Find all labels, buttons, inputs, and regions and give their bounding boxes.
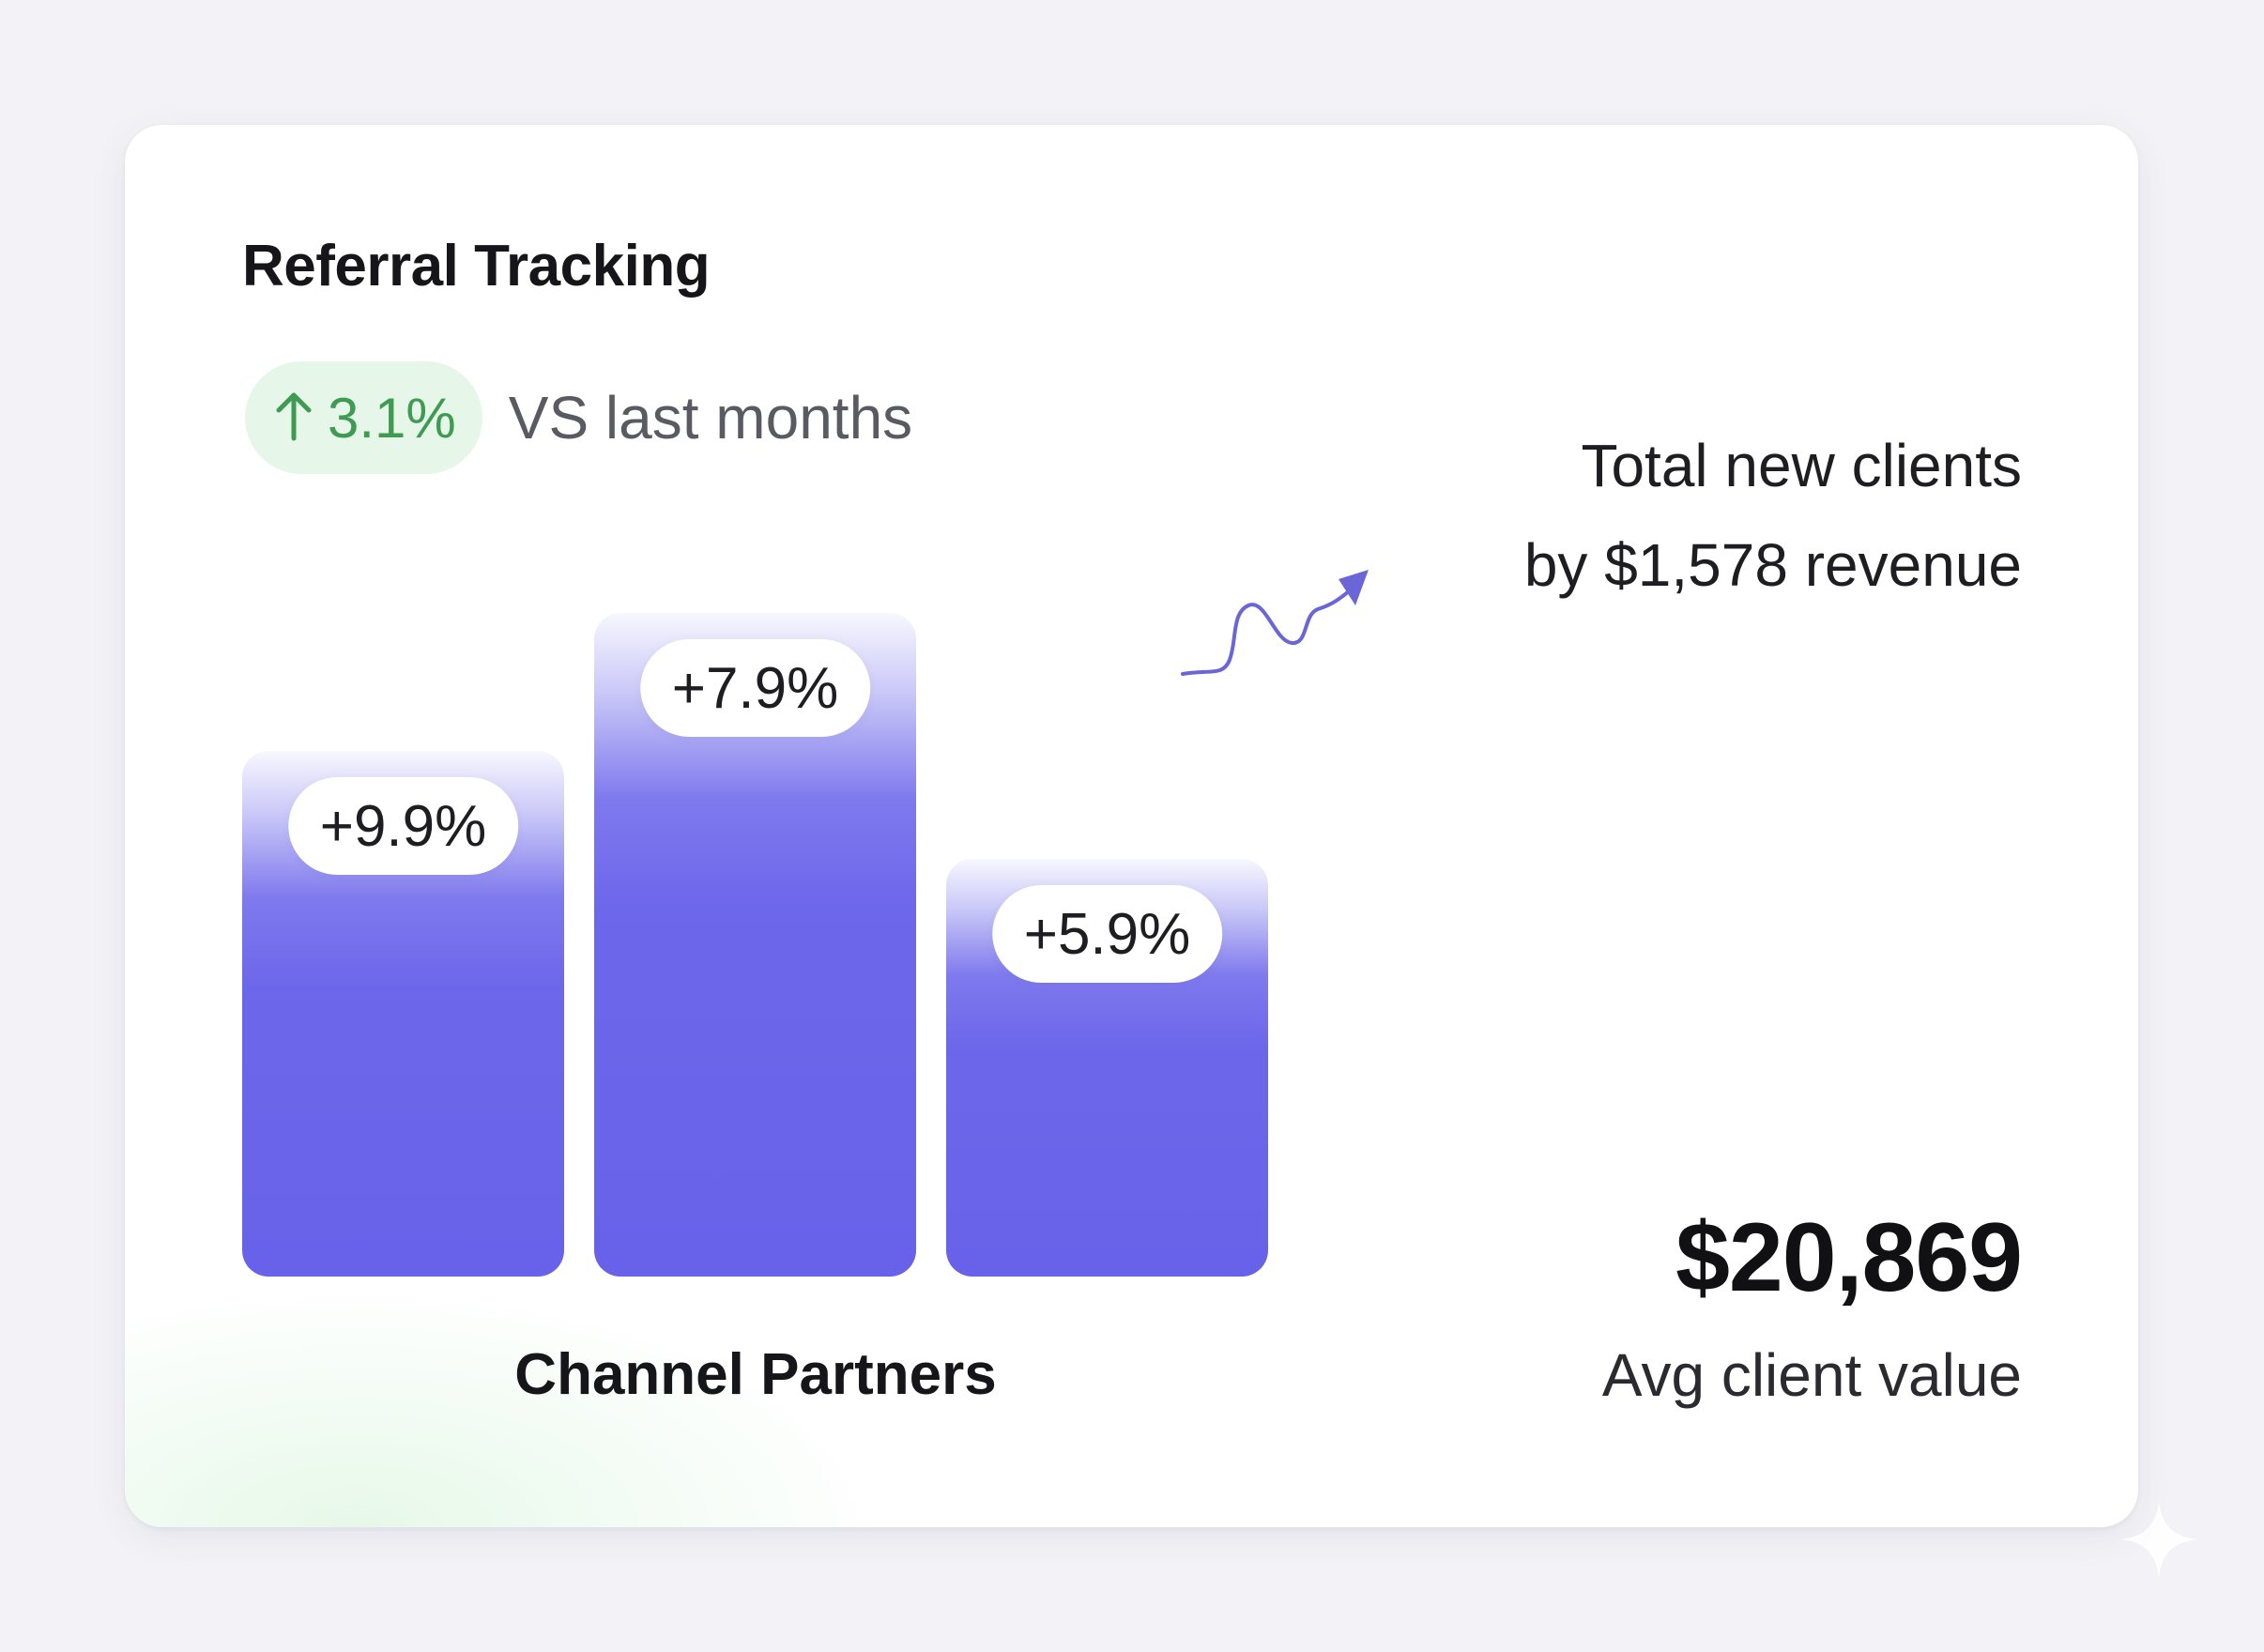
bar-1 [242, 751, 564, 1277]
bar-2 [594, 613, 916, 1277]
bar-value-label-1: +9.9% [287, 777, 519, 875]
category-label: Channel Partners [514, 1342, 997, 1407]
bar-value-label-3: +5.9% [991, 885, 1223, 983]
sparkle-icon [2120, 1501, 2197, 1578]
referral-tracking-card: Referral Tracking 3.1% VS last months [125, 125, 2138, 1527]
avg-client-caption: Avg client value [1601, 1341, 2022, 1409]
summary-text: Total new clients by $1,578 revenue [1524, 416, 2022, 615]
trend-caption: VS last months [508, 384, 913, 451]
trend-row: 3.1% VS last months [245, 361, 912, 474]
card-title: Referral Tracking [242, 234, 711, 298]
trend-badge: 3.1% [245, 361, 482, 474]
summary-line-2: by $1,578 revenue [1523, 531, 2022, 599]
trend-value: 3.1% [328, 386, 456, 450]
arrow-up-icon [273, 390, 314, 447]
bar-value-label-2: +7.9% [639, 639, 871, 737]
summary-line-1: Total new clients [1581, 432, 2022, 499]
squiggle-arrow-icon [1181, 570, 1369, 676]
avg-client-value: $20,869 [1675, 1203, 2023, 1312]
